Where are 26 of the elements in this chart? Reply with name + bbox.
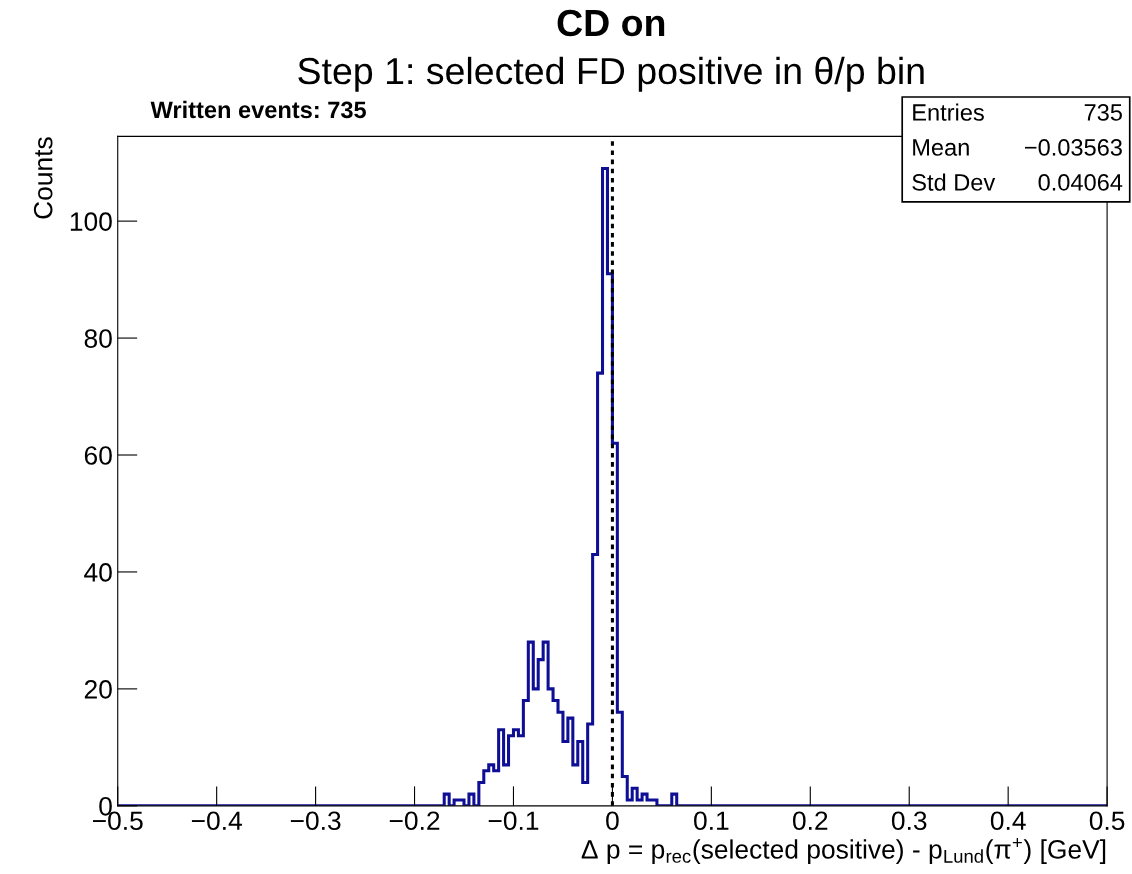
x-tick-label: −0.4 bbox=[191, 811, 242, 831]
x-tick-label: 0.5 bbox=[1089, 811, 1125, 831]
y-tick-label: 80 bbox=[84, 329, 112, 348]
y-tick-label: 40 bbox=[84, 563, 112, 582]
y-tick-label: 20 bbox=[84, 680, 112, 699]
annotation: Std Dev bbox=[912, 173, 996, 191]
annotation: 0.04064 bbox=[1038, 174, 1123, 191]
chart-title: CD on bbox=[557, 9, 665, 37]
text: 735 bbox=[1084, 104, 1122, 121]
x-tick-label: −0.2 bbox=[389, 811, 440, 831]
x-tick-label: 0.3 bbox=[891, 811, 927, 831]
annotation: −0.03563 bbox=[1024, 139, 1122, 156]
annotation: Mean bbox=[913, 139, 969, 156]
x-tick-label: 0.2 bbox=[792, 811, 828, 831]
y-tick-label: 60 bbox=[84, 446, 112, 465]
text: Entries bbox=[913, 103, 984, 121]
x-tick-label: 0.4 bbox=[990, 811, 1026, 831]
y-axis-title: Counts bbox=[33, 137, 53, 219]
y-tick-label: 100 bbox=[70, 212, 112, 231]
x-tick-label: 0.1 bbox=[694, 811, 729, 831]
chart-subtitle: Step 1: selected FD positive in θ/p bin bbox=[298, 56, 924, 92]
x-axis-title: Δ p = p$_{rec}$(selected positive) - p$_{Lund}$(π$^{+}$) [GeV] bbox=[581, 838, 1106, 864]
x-tick-label: 0 bbox=[606, 811, 619, 831]
x-tick-label: −0.3 bbox=[290, 811, 341, 831]
x-tick-label: −0.1 bbox=[488, 811, 539, 831]
text: Written events: 735 bbox=[150, 100, 366, 119]
